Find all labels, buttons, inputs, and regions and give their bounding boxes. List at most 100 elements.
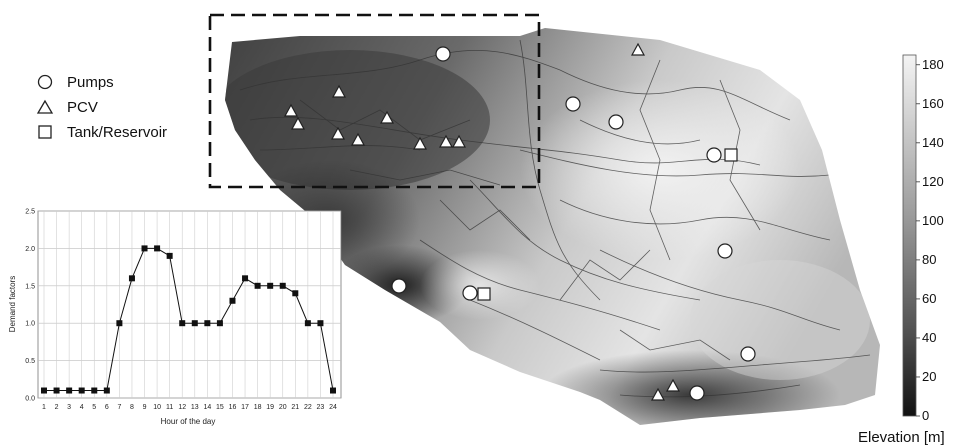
colorbar-tick-label: 100 <box>922 213 944 228</box>
demand-point-marker <box>78 387 85 394</box>
demand-point-marker <box>91 387 98 394</box>
pcv-marker <box>379 110 395 124</box>
demand-point-marker <box>53 387 60 394</box>
chart-y-ticks: 0.0 0.5 1.0 1.5 2.0 2.5 <box>25 209 35 403</box>
chart-x-tick-label: 16 <box>229 404 237 411</box>
pump-marker <box>740 346 756 362</box>
legend-tank-symbol <box>38 125 52 139</box>
demand-point-marker <box>41 387 47 394</box>
pump-marker <box>391 278 407 294</box>
pcv-marker <box>438 134 454 148</box>
colorbar: 0 20 40 60 80 100 120 140 160 180 Elevation [m] <box>858 54 945 446</box>
demand-point-marker <box>279 282 286 289</box>
demand-point-marker <box>204 320 211 327</box>
chart-x-tick-label: 14 <box>203 404 211 411</box>
colorbar-tick-label: 140 <box>922 135 944 150</box>
pump-marker <box>435 46 451 62</box>
tank-marker <box>724 148 738 162</box>
pcv-marker <box>665 378 681 392</box>
chart-x-tick-label: 13 <box>191 404 199 411</box>
chart-x-tick-label: 6 <box>105 404 109 411</box>
demand-point-marker <box>242 275 249 282</box>
elevation-map <box>225 28 880 425</box>
chart-plot-area <box>37 210 342 399</box>
chart-y-tick-label: 0.0 <box>25 396 35 403</box>
chart-x-tick-label: 5 <box>92 404 96 411</box>
demand-point-marker <box>128 275 135 282</box>
pcv-marker <box>350 132 366 146</box>
pump-markers <box>391 46 756 401</box>
colorbar-tick-label: 160 <box>922 96 944 111</box>
colorbar-tick-label: 180 <box>922 57 944 72</box>
chart-y-tick-label: 1.0 <box>25 321 35 328</box>
chart-x-tick-label: 10 <box>153 404 161 411</box>
demand-point-marker <box>179 320 186 327</box>
legend-pump-label: Pumps <box>67 74 114 91</box>
demand-point-marker <box>191 320 198 327</box>
pump-marker <box>706 147 722 163</box>
demand-point-marker <box>216 320 223 327</box>
tank-markers <box>477 148 738 301</box>
chart-y-tick-label: 2.0 <box>25 246 35 253</box>
pcv-marker <box>330 126 346 140</box>
chart-x-tick-label: 7 <box>117 404 121 411</box>
pcv-marker <box>650 387 666 401</box>
chart-x-tick-label: 11 <box>166 404 173 411</box>
legend-pcv-label: PCV <box>67 99 98 116</box>
demand-point-marker <box>66 387 73 394</box>
colorbar-tick-label: 40 <box>922 330 936 345</box>
demand-point-marker <box>229 297 236 304</box>
chart-x-tick-label: 17 <box>241 404 249 411</box>
legend-pcv-symbol <box>36 99 54 114</box>
chart-x-tick-label: 23 <box>317 404 325 411</box>
pcv-marker <box>451 134 467 148</box>
colorbar-gradient <box>902 54 917 417</box>
legend-pump-symbol <box>37 74 53 90</box>
colorbar-ticks: 0 20 40 60 80 100 120 140 160 180 <box>916 57 944 423</box>
chart-y-axis-label: Demand factors <box>8 276 17 332</box>
chart-x-tick-label: 4 <box>80 404 84 411</box>
pcv-marker <box>331 84 347 98</box>
chart-x-tick-label: 9 <box>143 404 147 411</box>
pump-marker <box>462 285 478 301</box>
chart-x-tick-label: 2 <box>55 404 59 411</box>
chart-x-tick-label: 3 <box>67 404 71 411</box>
demand-point-marker <box>317 320 324 327</box>
chart-x-tick-label: 1 <box>42 404 46 411</box>
colorbar-tick-label: 20 <box>922 369 936 384</box>
demand-point-marker <box>330 387 336 394</box>
chart-x-tick-label: 21 <box>291 404 299 411</box>
demand-point-marker <box>166 252 173 259</box>
pcv-marker <box>630 42 646 56</box>
chart-x-ticks: 1 2 3 4 5 6 7 8 9 10 11 12 13 14 15 16 17 18 19 20 21 22 23 24 <box>42 404 337 411</box>
demand-point-marker <box>154 245 161 252</box>
demand-chart: 0.00.51.01.52.02.5 1 2 3 4 5 6 7 8 9 10 11 12 13 14 15… <box>8 209 342 426</box>
demand-point-marker <box>141 245 148 252</box>
chart-x-axis-label: Hour of the day <box>161 417 216 426</box>
chart-x-tick-label: 15 <box>216 404 224 411</box>
chart-x-tick-label: 8 <box>130 404 134 411</box>
chart-x-tick-label: 19 <box>266 404 274 411</box>
demand-point-marker <box>304 320 311 327</box>
chart-y-tick-label: 0.5 <box>25 358 35 365</box>
pump-marker <box>608 114 624 130</box>
demand-point-marker <box>103 387 110 394</box>
demand-point-marker <box>292 290 299 297</box>
chart-x-tick-label: 20 <box>279 404 287 411</box>
colorbar-tick-label: 120 <box>922 174 944 189</box>
tank-marker <box>477 287 491 301</box>
pump-marker <box>717 243 733 259</box>
chart-grid <box>38 210 341 399</box>
pcv-marker <box>283 103 299 117</box>
colorbar-tick-label: 0 <box>922 408 929 423</box>
chart-x-tick-label: 12 <box>178 404 186 411</box>
demand-point-marker <box>267 282 274 289</box>
chart-x-tick-label: 24 <box>329 404 337 411</box>
pcv-markers <box>283 42 681 401</box>
chart-x-tick-label: 18 <box>254 404 262 411</box>
colorbar-tick-label: 60 <box>922 291 936 306</box>
pump-marker <box>565 96 581 112</box>
legend: Pumps PCV Tank/Reservoir <box>36 74 167 141</box>
chart-x-tick-label: 22 <box>304 404 312 411</box>
